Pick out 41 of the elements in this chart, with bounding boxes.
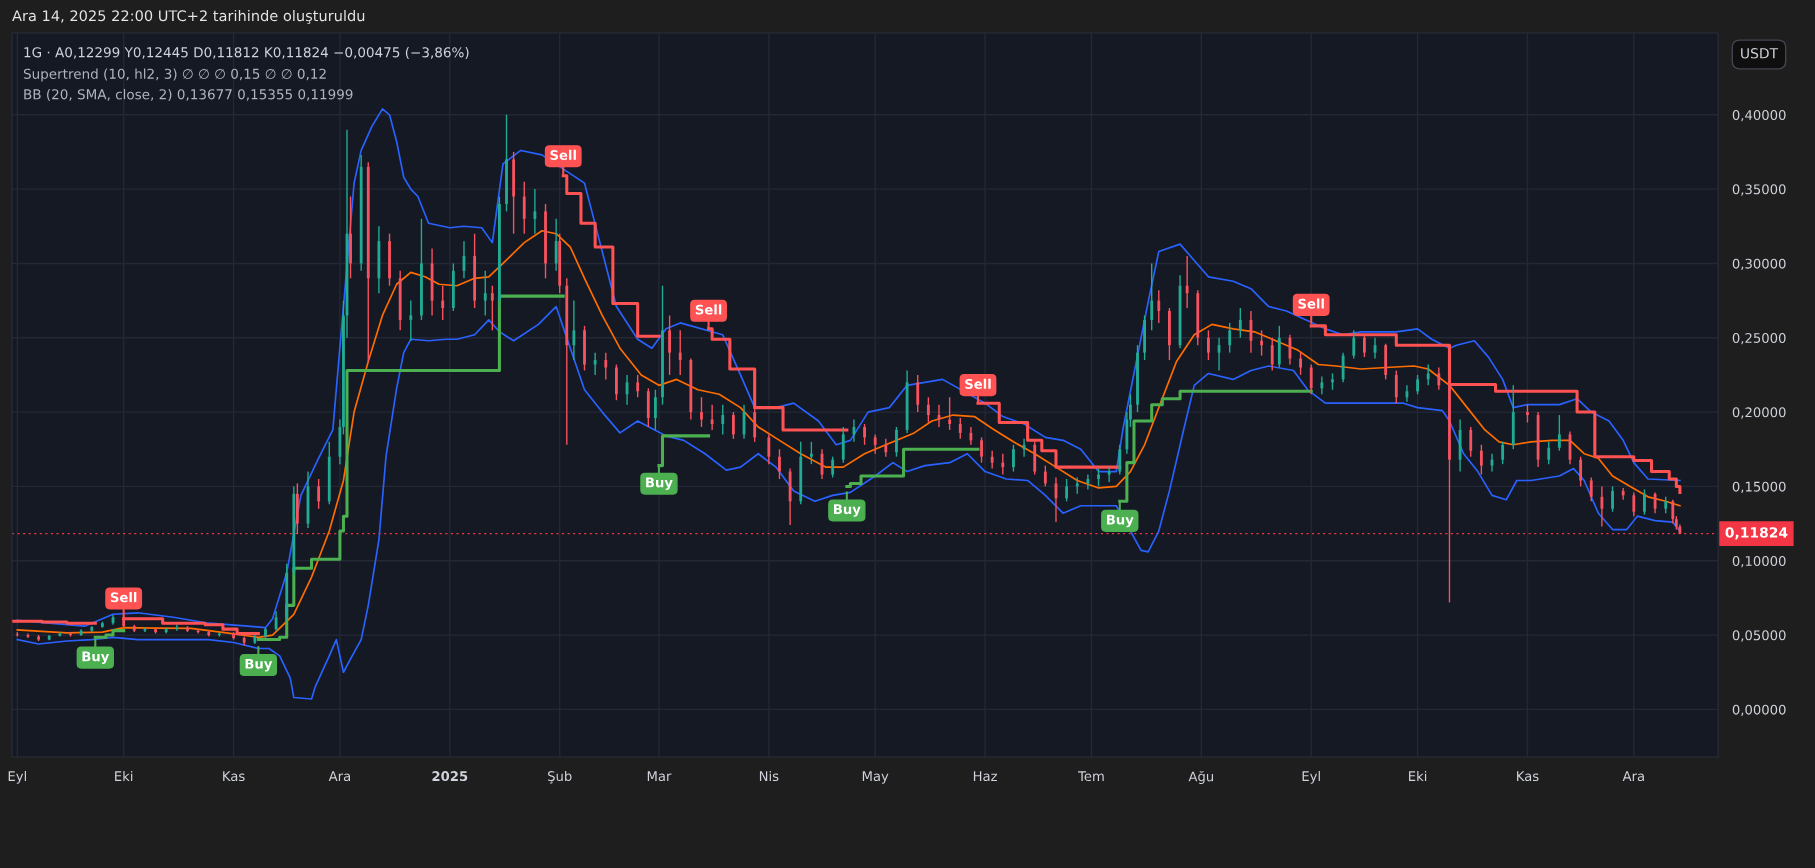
y-tick-label: 0,05000 — [1732, 630, 1786, 642]
x-tick-label: Ara — [328, 771, 350, 782]
annotation: Buy — [646, 477, 673, 491]
ref-line-label: 0,11824 — [1725, 527, 1788, 540]
annotation: Sell — [550, 149, 576, 160]
annotation: Buy — [1106, 514, 1134, 528]
x-tick-label: May — [862, 771, 889, 784]
x-tick-label: Mar — [647, 771, 672, 782]
annotation: Sell — [695, 304, 722, 315]
x-tick-label: Ara — [1622, 771, 1644, 782]
x-tick-label: Nis — [759, 770, 779, 782]
annotation: Sell — [1298, 298, 1324, 309]
x-tick-label: Kas — [223, 771, 245, 782]
y-tick-label: 0,20000 — [1732, 407, 1786, 419]
y-axis-title: USDT — [1741, 48, 1779, 59]
annotation: BB (20, SMA, close, 2) 0,13677 0,15355 0,11999 — [24, 88, 353, 102]
text: 1G · A0,12299 Y0,12445 D0,11812 K0,11824 −0,00475 (−3,86%) — [24, 46, 469, 60]
y-tick-label: 0,35000 — [1732, 184, 1786, 196]
x-tick-label: Eki — [115, 770, 133, 781]
x-tick-label: Kas — [1517, 771, 1539, 782]
annotation: Buy — [82, 651, 110, 664]
y-tick-label: 0,40000 — [1732, 109, 1786, 122]
y-tick-label: 0,15000 — [1732, 481, 1786, 493]
x-tick-label: Ağu — [1188, 770, 1214, 784]
x-tick-label: Eyl — [1302, 770, 1320, 784]
annotation: Sell — [965, 378, 991, 389]
annotation: Sell — [110, 592, 137, 603]
x-tick-label: Tem — [1078, 771, 1104, 782]
y-tick-label: 0,25000 — [1732, 332, 1786, 345]
x-tick-label: Haz — [973, 771, 997, 782]
annotation: Buy — [834, 504, 861, 517]
annotation: Supertrend (10, hl2, 3) ∅ ∅ ∅ 0,15 ∅ ∅ 0,12 — [23, 68, 326, 82]
y-tick-label: 0,10000 — [1732, 555, 1786, 568]
chart-title: Ara 14, 2025 22:00 UTC+2 tarihinde oluşturuldu — [12, 9, 365, 24]
y-tick-label: 0,30000 — [1732, 258, 1786, 270]
annotation: Buy — [245, 658, 273, 672]
x-tick-label: Eki — [1409, 770, 1427, 781]
x-tick-label: Eyl — [8, 770, 26, 784]
x-tick-label: 2025 — [432, 771, 468, 782]
y-tick-label: 0,00000 — [1732, 704, 1786, 716]
x-tick-label: Şub — [548, 770, 572, 784]
